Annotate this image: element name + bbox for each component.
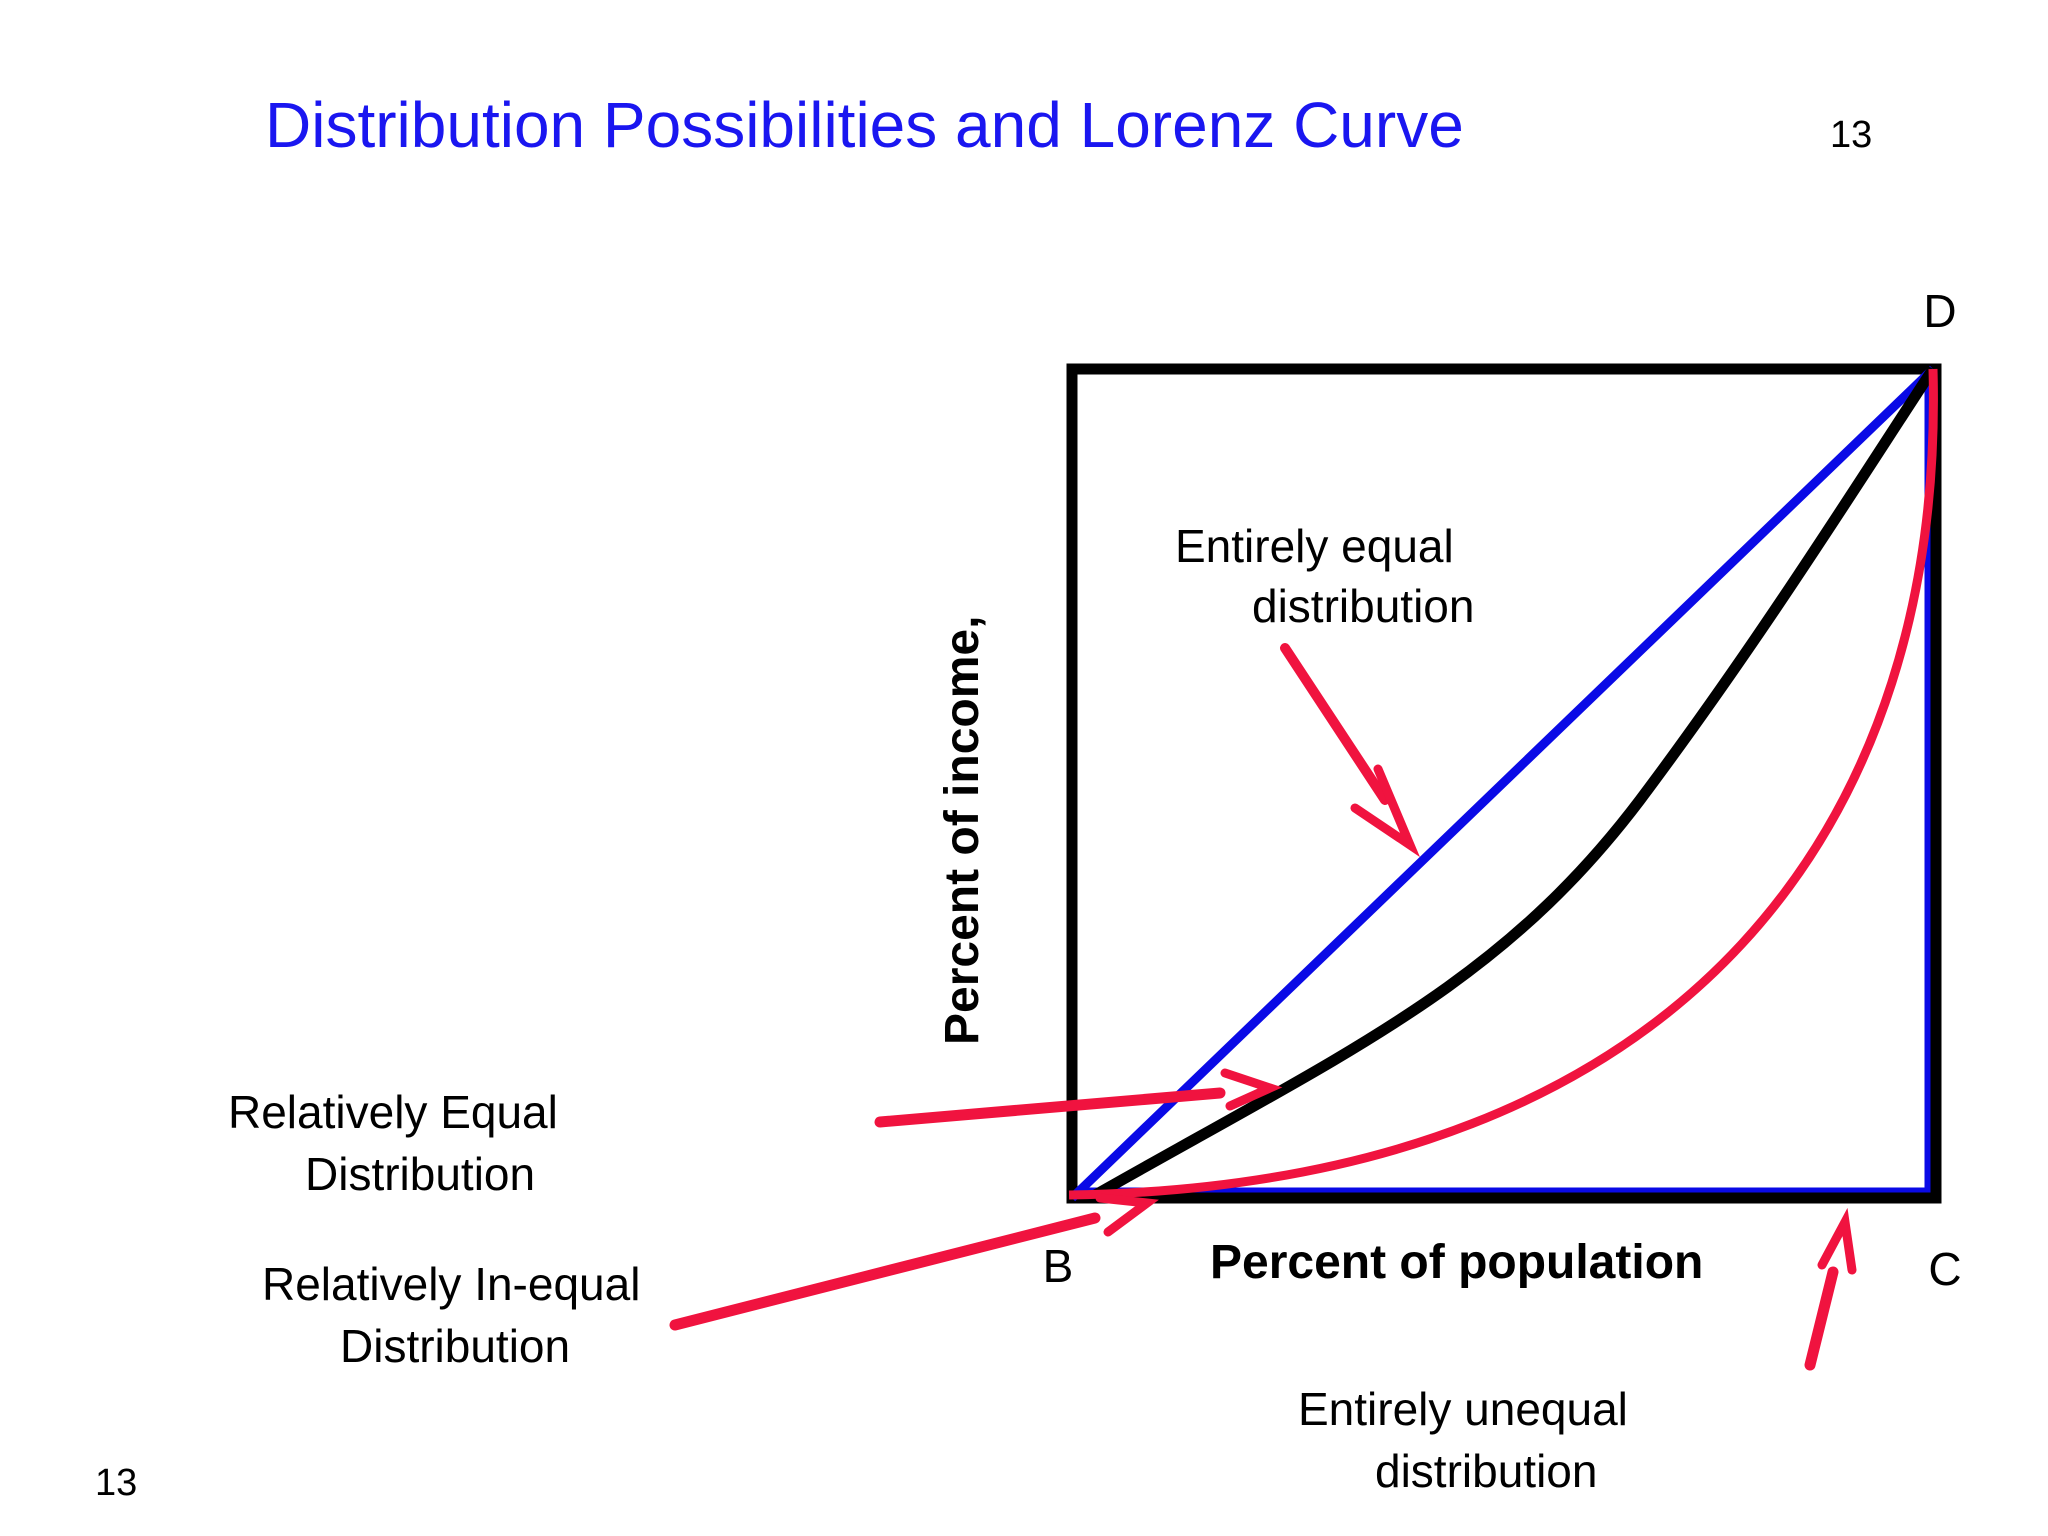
- slide-title: Distribution Possibilities and Lorenz Cu…: [265, 89, 1464, 161]
- point-label-c: C: [1928, 1243, 1961, 1295]
- relatively-equal-label-line2: Distribution: [305, 1148, 535, 1200]
- relatively-inequal-label-line2: Distribution: [340, 1320, 570, 1372]
- x-axis-label: Percent of population: [1210, 1236, 1703, 1289]
- line-of-equality: [1068, 365, 1937, 1202]
- point-label-d: D: [1923, 285, 1956, 337]
- entirely-unequal-arrow: [1804, 1207, 1857, 1371]
- relatively-equal-label-line1: Relatively Equal: [228, 1086, 558, 1138]
- relatively-inequal-label-line1: Relatively In-equal: [262, 1258, 640, 1310]
- entirely-unequal-label-line2: distribution: [1375, 1445, 1597, 1497]
- diagram-frame: [1066, 363, 1942, 1204]
- lorenz-curve: [1087, 365, 1938, 1203]
- entirely-equal-label-line2: distribution: [1252, 580, 1474, 632]
- slide-number-bottom: 13: [95, 1462, 137, 1504]
- entirely-unequal-label-line1: Entirely unequal: [1298, 1383, 1628, 1435]
- inequal-curve: [1068, 368, 1938, 1200]
- entirely-equal-label-line1: Entirely equal: [1175, 520, 1454, 572]
- y-axis-label: Percent of income,: [936, 616, 989, 1045]
- slide-number-top: 13: [1830, 114, 1872, 156]
- point-label-b: B: [1043, 1240, 1074, 1292]
- relatively-equal-arrow: [874, 1068, 1283, 1128]
- entirely-equal-arrow: [1280, 643, 1420, 858]
- relatively-inequal-arrow: [669, 1193, 1159, 1331]
